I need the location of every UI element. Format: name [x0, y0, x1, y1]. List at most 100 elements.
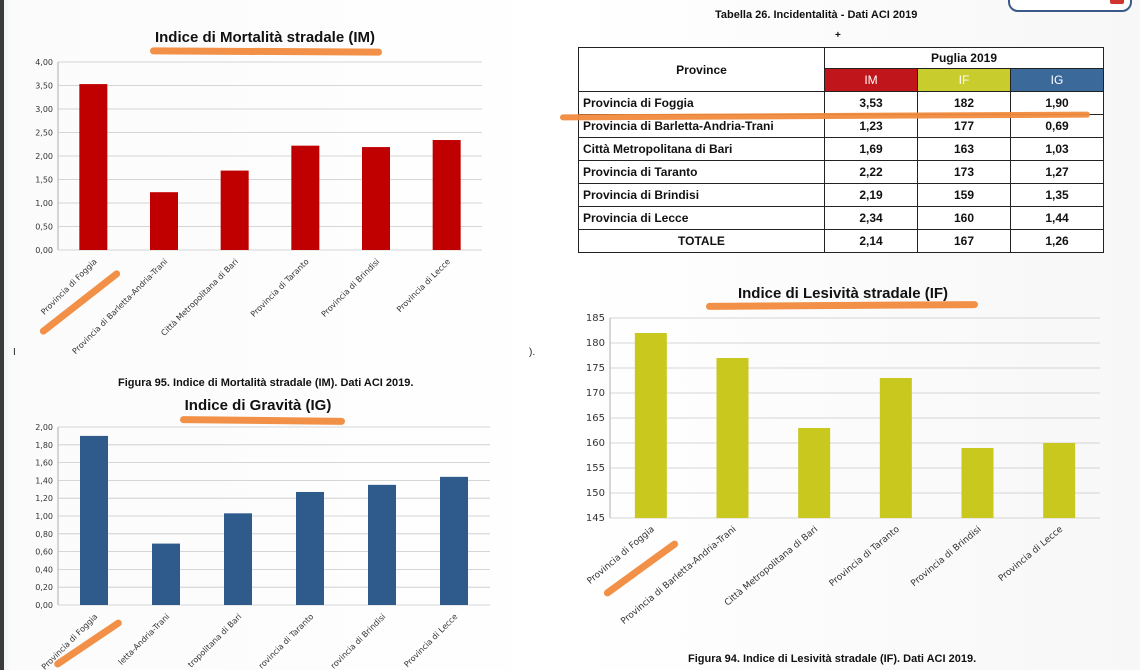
row-im: 2,22 — [824, 160, 918, 184]
x-tick-label: Provincia di Taranto — [249, 257, 311, 319]
total-label: TOTALE — [578, 229, 825, 253]
row-if: 182 — [917, 91, 1011, 115]
y-tick-label: 1,00 — [35, 199, 53, 208]
x-tick-label: Provincia di Lecce — [997, 524, 1065, 584]
y-tick-label: 1,40 — [35, 476, 53, 485]
table-row: Provincia di Foggia 3,53 182 1,90 — [578, 91, 1104, 115]
total-im: 2,14 — [824, 229, 918, 253]
window-edge — [0, 0, 4, 670]
row-ig: 1,44 — [1010, 206, 1104, 230]
y-tick-label: 175 — [586, 363, 605, 374]
bar — [224, 513, 252, 605]
y-tick-label: 155 — [586, 463, 605, 474]
bar — [634, 333, 667, 518]
y-tick-label: 0,40 — [35, 565, 53, 574]
row-name: Provincia di Foggia — [578, 91, 825, 115]
caption-fig95: Figura 95. Indice di Mortalità stradale … — [118, 377, 414, 389]
y-tick-label: 0,80 — [35, 530, 53, 539]
table-row: Provincia di Lecce 2,34 160 1,44 — [578, 206, 1104, 230]
chart-gravita: Indice di Gravità (IG) 0,00 0,20 0,40 0,60 0,… — [10, 390, 490, 670]
y-tick-label: 0,60 — [35, 548, 53, 557]
total-if: 167 — [917, 229, 1011, 253]
y-tick-label: 0,20 — [35, 583, 53, 592]
row-im: 2,19 — [824, 183, 918, 207]
bar — [150, 192, 178, 250]
header-province: Province — [578, 47, 825, 92]
row-if: 163 — [917, 137, 1011, 161]
x-tick-label: Città Metropolitana di Bari — [159, 257, 240, 338]
y-tick-label: 1,80 — [35, 441, 53, 450]
y-tick-label: 3,50 — [35, 82, 53, 91]
y-tick-label: 0,50 — [35, 223, 53, 232]
y-tick-label: 145 — [586, 513, 605, 524]
x-tick-label: Provincia di Lecce — [402, 612, 459, 669]
x-tick-label: letta-Andria-Trani — [117, 612, 172, 667]
header-ig: IG — [1010, 68, 1104, 92]
table-total-row: TOTALE 2,14 167 1,26 — [578, 229, 1104, 253]
plus-mark: + — [835, 30, 841, 41]
chart-gravita-svg: Indice di Gravità (IG) 0,00 0,20 0,40 0,60 0,… — [35, 397, 490, 670]
row-im: 3,53 — [824, 91, 918, 115]
row-name: Provincia di Lecce — [578, 206, 825, 230]
bar — [291, 145, 320, 250]
table-title: Tabella 26. Incidentalità - Dati ACI 201… — [715, 9, 918, 21]
x-tick-label: Provincia di Brindisi — [320, 257, 382, 319]
x-tick-label: rovincia di Brindisi — [329, 612, 387, 670]
y-tick-label: 2,50 — [35, 129, 53, 138]
y-tick-label: 0,00 — [35, 246, 53, 255]
y-tick-label: 0,00 — [35, 601, 53, 610]
y-tick-label: 2,00 — [35, 152, 53, 161]
y-tick-label: 160 — [586, 438, 605, 449]
row-ig: 1,27 — [1010, 160, 1104, 184]
chart-lesivita-svg: Indice di Lesività stradale (IF) 145 150 15… — [586, 285, 1100, 627]
chart-title: Indice di Gravità (IG) — [185, 397, 332, 414]
y-tick-label: 185 — [586, 313, 605, 324]
row-im: 2,34 — [824, 206, 918, 230]
header-if: IF — [917, 68, 1011, 92]
x-tick-label: tropolitana di Bari — [186, 612, 243, 669]
y-tick-label: 1,60 — [35, 459, 53, 468]
chart-lesivita: Indice di Lesività stradale (IF) 145 150 15… — [560, 280, 1120, 630]
bar — [220, 170, 249, 250]
bar — [879, 378, 912, 518]
chart-title: Indice di Lesività stradale (IF) — [738, 285, 948, 302]
y-tick-label: 3,00 — [35, 105, 53, 114]
bar — [80, 435, 108, 605]
stray-mark-left: I — [13, 347, 16, 358]
bar — [296, 491, 324, 605]
x-tick-label: Provincia di Taranto — [828, 524, 902, 589]
row-if: 159 — [917, 183, 1011, 207]
row-ig: 1,03 — [1010, 137, 1104, 161]
bar — [432, 140, 461, 250]
row-ig: 1,90 — [1010, 91, 1104, 115]
bar — [798, 428, 831, 518]
x-tick-label: Provincia di Brindisi — [909, 525, 983, 589]
row-if: 160 — [917, 206, 1011, 230]
row-name: Provincia di Taranto — [578, 160, 825, 184]
bar — [362, 147, 390, 250]
table-row: Provincia di Taranto 2,22 173 1,27 — [578, 160, 1104, 184]
bar — [961, 448, 994, 518]
row-if: 173 — [917, 160, 1011, 184]
table-row: Città Metropolitana di Bari 1,69 163 1,0… — [578, 137, 1104, 161]
y-tick-label: 2,00 — [35, 423, 53, 432]
row-name: Provincia di Brindisi — [578, 183, 825, 207]
bar — [79, 84, 108, 250]
x-tick-label: rovincia di Taranto — [257, 612, 316, 670]
row-name: Città Metropolitana di Bari — [578, 137, 825, 161]
y-tick-label: 1,20 — [35, 494, 53, 503]
chart-title: Indice di Mortalità stradale (IM) — [155, 29, 375, 46]
bar — [368, 484, 396, 605]
bar — [1043, 443, 1076, 518]
caption-fig94: Figura 94. Indice di Lesività stradale (… — [688, 653, 977, 665]
row-ig: 1,35 — [1010, 183, 1104, 207]
highlight-title-im — [149, 47, 383, 56]
table-row: Provincia di Brindisi 2,19 159 1,35 — [578, 183, 1104, 207]
header-im: IM — [824, 68, 918, 92]
total-ig: 1,26 — [1010, 229, 1104, 253]
bar — [152, 543, 180, 605]
stray-mark-mid: ). — [529, 347, 536, 358]
y-tick-label: 1,50 — [35, 176, 53, 185]
y-tick-label: 170 — [586, 388, 605, 399]
header-year: Puglia 2019 — [824, 47, 1104, 69]
